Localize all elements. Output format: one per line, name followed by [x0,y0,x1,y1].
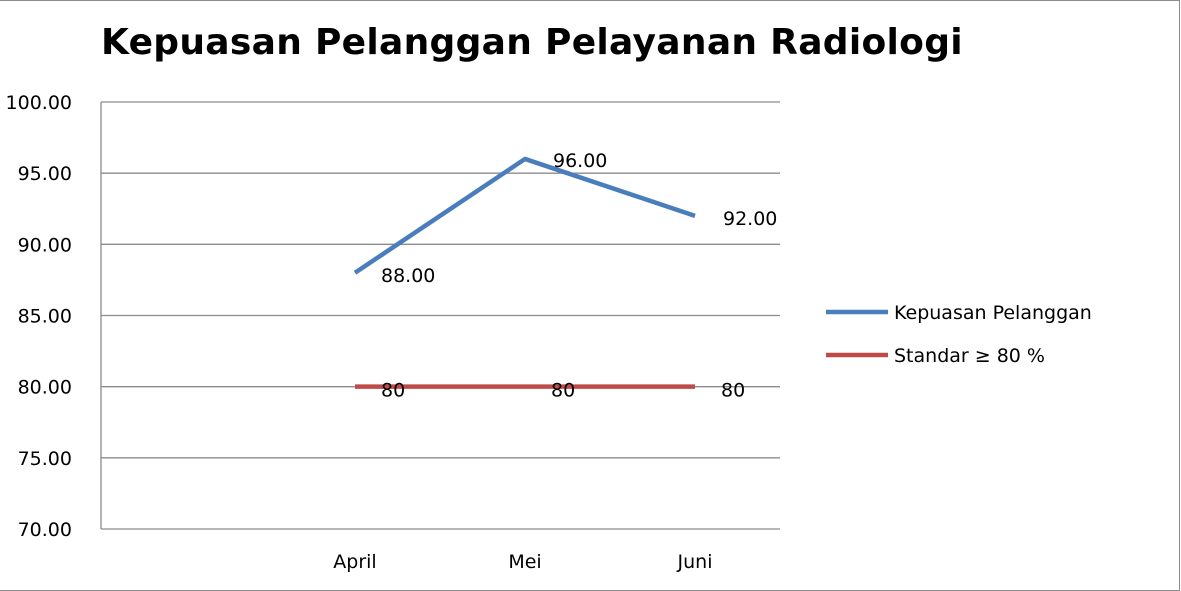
x-tick-label: Mei [508,551,541,573]
y-tick-label: 100.00 [6,92,72,114]
data-label: 80 [381,380,405,402]
series-line [353,156,696,275]
data-label: 96.00 [553,150,607,172]
chart-title: Kepuasan Pelanggan Pelayanan Radiologi [101,22,963,63]
y-tick-label: 95.00 [18,163,72,185]
data-label: 80 [721,380,745,402]
data-label: 80 [551,380,575,402]
y-tick-label: 85.00 [18,306,72,328]
x-tick-label: Juni [677,551,713,573]
data-label: 88.00 [381,265,435,287]
y-tick-label: 70.00 [18,519,72,541]
legend-label: Kepuasan Pelanggan [894,302,1092,324]
data-label: 92.00 [723,208,777,230]
x-tick-label: April [333,551,376,573]
y-tick-label: 90.00 [18,234,72,256]
legend-label: Standar ≥ 80 % [894,345,1045,367]
y-tick-label: 75.00 [18,448,72,470]
y-tick-label: 80.00 [18,377,72,399]
